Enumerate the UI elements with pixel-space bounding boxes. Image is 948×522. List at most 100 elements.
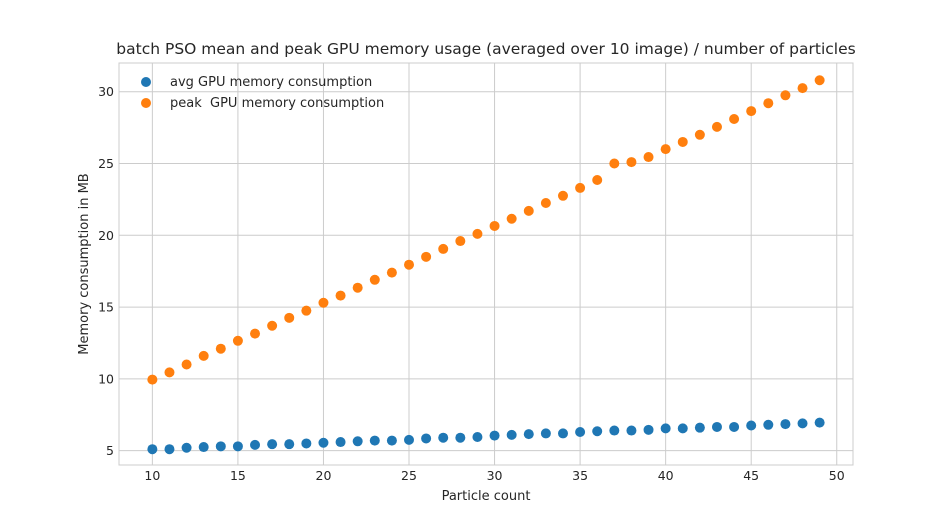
peak-point: [626, 157, 637, 168]
peak-point: [318, 297, 329, 308]
avg-point: [575, 426, 586, 437]
peak-point: [540, 197, 551, 208]
peak-point: [729, 113, 740, 124]
avg-point: [404, 434, 415, 445]
peak-point: [592, 175, 603, 186]
avg-point: [489, 430, 500, 441]
avg-point: [267, 439, 278, 450]
peak-point: [164, 367, 175, 378]
avg-point: [660, 423, 671, 434]
legend-marker-avg: [141, 77, 151, 87]
x-tick-label: 40: [658, 468, 674, 483]
peak-point: [284, 312, 295, 323]
avg-point: [677, 423, 688, 434]
avg-point: [472, 432, 483, 443]
legend-marker-peak: [141, 98, 151, 108]
avg-point: [780, 419, 791, 430]
plot-area: [119, 63, 853, 465]
peak-point: [660, 144, 671, 155]
peak-point: [472, 228, 483, 239]
peak-point: [780, 90, 791, 101]
peak-point: [643, 152, 654, 163]
avg-point: [438, 432, 449, 443]
peak-point: [489, 220, 500, 231]
peak-point: [438, 243, 449, 254]
avg-point: [557, 428, 568, 439]
avg-point: [232, 441, 243, 452]
x-tick-label: 30: [487, 468, 503, 483]
peak-point: [147, 374, 158, 385]
avg-point: [421, 433, 432, 444]
peak-point: [746, 106, 757, 117]
avg-point: [746, 420, 757, 431]
peak-point: [215, 343, 226, 354]
x-tick-label: 25: [401, 468, 417, 483]
avg-point: [369, 435, 380, 446]
avg-point: [506, 429, 517, 440]
avg-point: [694, 422, 705, 433]
grid: [119, 63, 853, 465]
avg-point: [797, 418, 808, 429]
y-tick-label: 20: [98, 228, 114, 243]
avg-point: [318, 437, 329, 448]
peak-point: [506, 213, 517, 224]
legend-label-avg: avg GPU memory consumption: [170, 75, 372, 90]
avg-point: [763, 419, 774, 430]
peak-point: [181, 359, 192, 370]
avg-point: [455, 432, 466, 443]
peak-point: [250, 328, 261, 339]
avg-point: [729, 421, 740, 432]
avg-point: [215, 441, 226, 452]
x-tick-label: 35: [572, 468, 588, 483]
y-tick-label: 5: [106, 443, 114, 458]
peak-point: [421, 251, 432, 262]
peak-point: [523, 205, 534, 216]
series-avg: [147, 417, 825, 455]
x-axis-label: Particle count: [442, 489, 531, 504]
peak-point: [763, 98, 774, 109]
legend-label-peak: peak GPU memory consumption: [170, 96, 384, 111]
y-axis-label: Memory consumption in MB: [77, 173, 92, 354]
avg-point: [711, 421, 722, 432]
y-tick-labels: 5 10 15 20 25 30: [98, 84, 114, 458]
peak-point: [455, 236, 466, 247]
avg-point: [386, 435, 397, 446]
peak-point: [369, 274, 380, 285]
avg-point: [284, 439, 295, 450]
avg-point: [814, 417, 825, 428]
peak-point: [232, 335, 243, 346]
avg-point: [198, 442, 209, 453]
x-tick-labels: 10 15 20 25 30 35 40 45 50: [144, 468, 844, 483]
peak-point: [335, 290, 346, 301]
peak-point: [267, 320, 278, 331]
avg-point: [523, 429, 534, 440]
y-tick-label: 10: [98, 371, 114, 386]
plot-frame: [118, 62, 854, 466]
peak-point: [301, 305, 312, 316]
x-tick-label: 10: [144, 468, 160, 483]
peak-point: [677, 136, 688, 147]
avg-point: [250, 439, 261, 450]
legend: avg GPU memory consumption peak GPU memo…: [141, 75, 384, 111]
peak-point: [797, 83, 808, 94]
peak-point: [694, 129, 705, 140]
y-tick-label: 15: [98, 300, 114, 315]
x-tick-label: 15: [230, 468, 246, 483]
y-tick-label: 25: [98, 156, 114, 171]
avg-point: [592, 426, 603, 437]
avg-point: [643, 424, 654, 435]
avg-point: [609, 425, 620, 436]
avg-point: [164, 444, 175, 455]
avg-point: [352, 436, 363, 447]
peak-point: [575, 182, 586, 193]
peak-point: [609, 158, 620, 169]
avg-point: [335, 437, 346, 448]
peak-point: [557, 190, 568, 201]
avg-point: [626, 425, 637, 436]
avg-point: [540, 428, 551, 439]
peak-point: [814, 75, 825, 86]
x-tick-label: 20: [316, 468, 332, 483]
x-tick-label: 45: [743, 468, 759, 483]
peak-point: [352, 282, 363, 293]
